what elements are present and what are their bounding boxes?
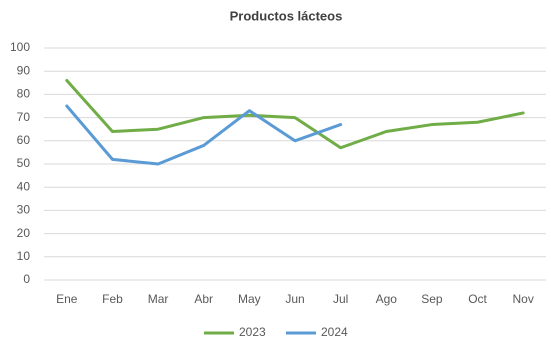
y-tick-label: 60 <box>17 133 31 147</box>
x-tick-label: Sep <box>421 292 443 306</box>
x-tick-label: Abr <box>194 292 213 306</box>
x-tick-label: Jul <box>333 292 348 306</box>
y-tick-label: 30 <box>17 203 31 217</box>
legend-label: 2023 <box>239 325 266 339</box>
x-tick-label: May <box>238 292 261 306</box>
chart-title: Productos lácteos <box>230 8 343 23</box>
x-tick-label: Nov <box>513 292 534 306</box>
series-line <box>65 78 525 150</box>
y-tick-label: 50 <box>17 156 31 170</box>
x-tick-label: Oct <box>468 292 487 306</box>
y-tick-label: 20 <box>17 226 31 240</box>
x-tick-label: Mar <box>148 292 169 306</box>
legend-label: 2024 <box>321 325 348 339</box>
series-line <box>65 104 343 166</box>
y-tick-label: 70 <box>17 110 31 124</box>
y-tick-label: 100 <box>10 40 30 54</box>
y-tick-label: 40 <box>17 179 31 193</box>
x-tick-label: Feb <box>102 292 123 306</box>
x-tick-label: Ene <box>56 292 78 306</box>
x-tick-label: Ago <box>376 292 398 306</box>
y-tick-label: 0 <box>23 272 30 286</box>
y-tick-label: 90 <box>17 63 31 77</box>
x-tick-label: Jun <box>285 292 304 306</box>
y-tick-label: 10 <box>17 249 31 263</box>
y-tick-label: 80 <box>17 87 31 101</box>
